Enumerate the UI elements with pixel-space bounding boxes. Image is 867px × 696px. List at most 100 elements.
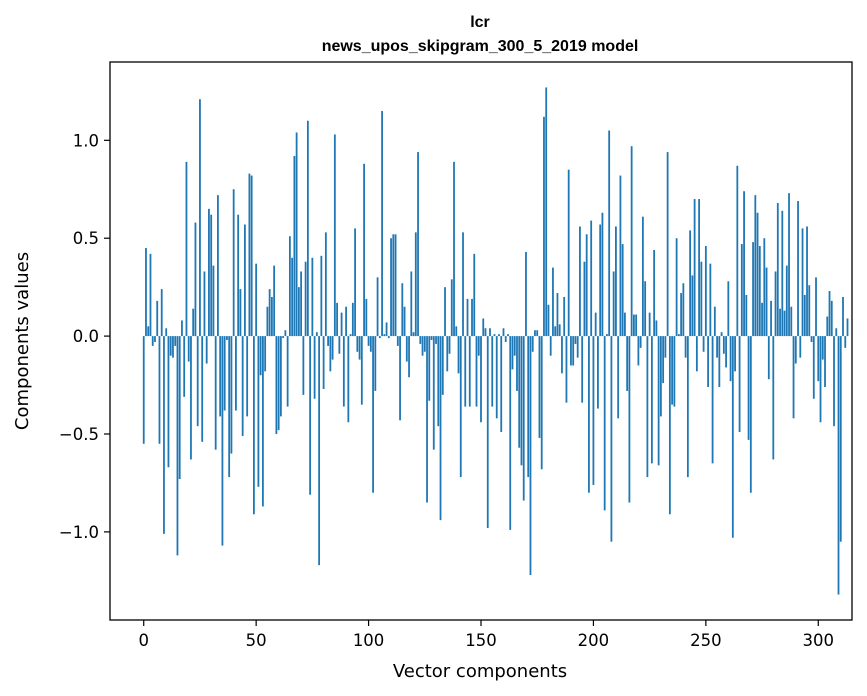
bar-component-42 <box>237 214 240 337</box>
bar-component-298 <box>812 336 815 399</box>
bar-component-92 <box>349 334 352 337</box>
bar-component-5 <box>154 336 156 342</box>
bar-component-188 <box>565 336 568 403</box>
bar-component-287 <box>788 193 790 337</box>
bar-component-192 <box>574 336 577 344</box>
bar-component-114 <box>399 336 401 421</box>
bar-component-27 <box>203 271 206 337</box>
bar-component-24 <box>196 336 199 427</box>
bar-component-109 <box>387 336 390 339</box>
bar-component-123 <box>419 336 422 344</box>
bar-component-215 <box>626 336 629 391</box>
bar-component-282 <box>776 202 779 337</box>
bar-component-56 <box>268 289 271 337</box>
bar-component-222 <box>641 216 644 337</box>
bar-component-148 <box>475 336 478 407</box>
bar-component-169 <box>522 336 525 501</box>
bar-component-151 <box>482 318 485 337</box>
bar-component-99 <box>365 298 368 337</box>
bar-component-86 <box>336 302 338 337</box>
bar-component-233 <box>666 152 669 337</box>
bar-component-52 <box>259 336 262 376</box>
bar-component-28 <box>205 336 208 364</box>
bar-component-245 <box>693 199 696 337</box>
y-tick-label: 0.0 <box>73 327 99 346</box>
bar-component-230 <box>659 336 662 417</box>
bar-component-231 <box>662 336 665 384</box>
bar-component-217 <box>630 146 633 337</box>
bar-component-116 <box>403 306 406 337</box>
bar-component-97 <box>360 336 363 405</box>
bar-component-246 <box>695 336 698 372</box>
bar-component-255 <box>716 336 718 358</box>
bar-component-301 <box>819 336 822 423</box>
chart-title: lcr <box>470 14 490 31</box>
bar-component-291 <box>797 201 799 337</box>
bar-component-266 <box>740 244 743 337</box>
bar-component-232 <box>664 336 667 358</box>
bar-component-47 <box>248 173 251 337</box>
bar-component-241 <box>684 336 687 358</box>
bar-component-275 <box>761 302 763 337</box>
y-tick-label: −0.5 <box>59 425 99 444</box>
bar-component-127 <box>428 336 431 401</box>
bar-component-181 <box>549 336 552 356</box>
bar-component-150 <box>480 336 482 423</box>
bar-component-141 <box>459 336 462 478</box>
bar-component-55 <box>266 306 269 337</box>
bar-component-88 <box>340 312 343 337</box>
bar-component-22 <box>192 308 195 337</box>
bar-component-112 <box>394 234 397 337</box>
bar-component-15 <box>176 336 179 556</box>
bar-component-40 <box>232 189 235 337</box>
bar-component-251 <box>707 336 709 388</box>
bar-component-2 <box>147 326 150 337</box>
bar-component-33 <box>217 195 219 337</box>
bar-component-262 <box>731 336 734 538</box>
bar-component-240 <box>682 283 685 337</box>
bar-component-128 <box>430 336 433 341</box>
bar-component-164 <box>511 336 514 370</box>
bar-component-102 <box>372 336 374 493</box>
bar-component-211 <box>617 336 620 419</box>
bar-component-68 <box>295 132 298 337</box>
bar-component-263 <box>734 336 736 372</box>
bar-component-252 <box>709 263 712 337</box>
bar-component-303 <box>824 336 826 388</box>
bar-component-70 <box>300 271 303 337</box>
y-axis: −1.0 −0.5 0.0 0.5 1.0 <box>59 131 110 542</box>
bar-component-94 <box>354 228 356 337</box>
bar-component-74 <box>309 336 312 495</box>
bar-component-297 <box>810 336 813 342</box>
bar-component-210 <box>615 226 617 337</box>
bar-component-4 <box>151 336 154 346</box>
bar-component-259 <box>725 336 727 368</box>
bar-component-121 <box>414 232 417 337</box>
bar-component-304 <box>826 316 829 337</box>
x-tick-label: 300 <box>803 631 835 650</box>
bar-component-125 <box>423 336 426 352</box>
bar-component-265 <box>738 336 741 433</box>
bar-component-200 <box>592 336 595 485</box>
bar-component-308 <box>835 328 838 337</box>
bar-component-20 <box>187 336 190 362</box>
bar-component-152 <box>484 328 487 337</box>
bar-component-168 <box>520 336 523 466</box>
bar-component-45 <box>244 224 246 337</box>
bar-component-9 <box>163 336 165 534</box>
bar-component-271 <box>752 242 754 337</box>
bar-component-133 <box>441 336 444 395</box>
bar-component-185 <box>558 324 561 337</box>
bar-component-149 <box>477 336 480 356</box>
bar-component-196 <box>583 261 586 337</box>
bar-component-7 <box>158 336 161 444</box>
bar-component-75 <box>311 257 314 337</box>
bar-component-126 <box>426 336 428 503</box>
bar-component-136 <box>448 336 451 354</box>
bar-component-260 <box>727 281 730 337</box>
bar-component-110 <box>390 238 392 337</box>
bar-component-284 <box>781 210 784 337</box>
bar-component-272 <box>754 195 757 337</box>
bar-component-248 <box>700 261 703 337</box>
chart-subtitle: news_upos_skipgram_300_5_2019 model <box>322 38 639 55</box>
